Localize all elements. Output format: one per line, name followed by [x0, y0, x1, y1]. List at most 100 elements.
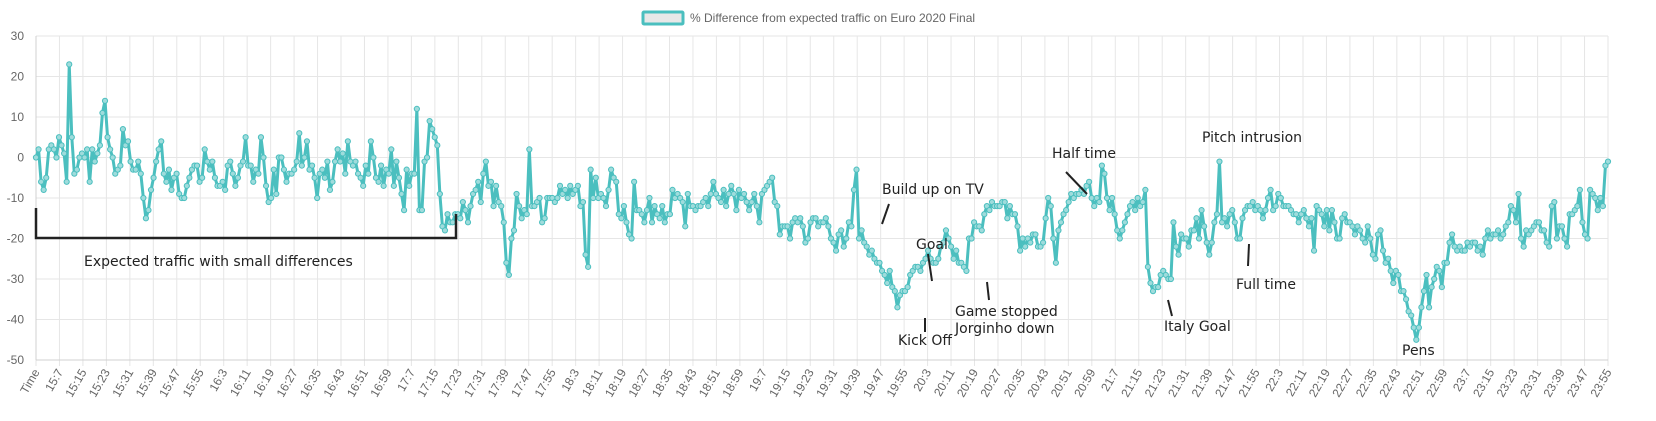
data-point[interactable]: [1106, 207, 1113, 214]
data-point[interactable]: [1264, 194, 1272, 202]
data-point[interactable]: [602, 203, 610, 210]
data-point[interactable]: [786, 235, 794, 242]
data-point[interactable]: [922, 255, 929, 262]
data-point[interactable]: [1032, 231, 1039, 238]
data-point[interactable]: [1443, 259, 1451, 266]
data-point[interactable]: [209, 158, 216, 165]
data-point[interactable]: [201, 146, 208, 153]
data-point[interactable]: [119, 126, 127, 133]
data-point[interactable]: [523, 211, 530, 218]
data-point[interactable]: [1063, 207, 1070, 214]
data-point[interactable]: [950, 255, 957, 262]
data-point[interactable]: [84, 146, 91, 153]
data-point[interactable]: [1124, 211, 1131, 218]
data-point[interactable]: [1206, 251, 1213, 258]
data-point[interactable]: [40, 186, 47, 193]
data-point[interactable]: [385, 170, 392, 177]
data-point[interactable]: [145, 207, 152, 214]
data-point[interactable]: [518, 215, 525, 222]
data-point[interactable]: [329, 178, 336, 185]
data-point[interactable]: [1040, 239, 1047, 246]
data-point[interactable]: [395, 174, 403, 181]
data-point[interactable]: [1592, 194, 1599, 202]
data-point[interactable]: [43, 174, 50, 181]
data-point[interactable]: [418, 207, 426, 214]
data-point[interactable]: [1144, 263, 1152, 270]
data-point[interactable]: [142, 215, 150, 222]
data-point[interactable]: [1431, 275, 1438, 283]
data-point[interactable]: [63, 178, 70, 185]
data-point[interactable]: [526, 146, 533, 153]
data-point[interactable]: [868, 247, 875, 254]
data-point[interactable]: [163, 178, 170, 185]
data-point[interactable]: [390, 182, 397, 189]
data-point[interactable]: [1091, 203, 1098, 210]
data-point[interactable]: [1172, 243, 1180, 250]
data-point[interactable]: [978, 227, 985, 234]
data-point[interactable]: [1006, 203, 1013, 210]
data-point[interactable]: [86, 178, 93, 185]
data-point[interactable]: [89, 146, 96, 153]
data-point[interactable]: [1147, 279, 1154, 287]
data-point[interactable]: [186, 174, 193, 181]
data-point[interactable]: [314, 194, 321, 202]
data-point[interactable]: [541, 215, 548, 222]
data-point[interactable]: [344, 138, 351, 145]
data-point[interactable]: [710, 178, 717, 185]
data-point[interactable]: [1305, 223, 1313, 230]
data-point[interactable]: [423, 154, 431, 161]
data-point[interactable]: [324, 158, 331, 165]
data-point[interactable]: [1155, 284, 1162, 291]
data-point[interactable]: [1050, 235, 1057, 242]
data-point[interactable]: [434, 142, 441, 149]
data-point[interactable]: [1579, 219, 1586, 226]
data-point[interactable]: [735, 186, 743, 193]
data-point[interactable]: [339, 150, 346, 157]
data-point[interactable]: [562, 186, 569, 193]
data-point[interactable]: [1114, 227, 1121, 234]
data-point[interactable]: [1198, 207, 1205, 214]
data-point[interactable]: [158, 138, 165, 145]
data-point[interactable]: [117, 162, 124, 169]
data-point[interactable]: [206, 166, 213, 173]
data-point[interactable]: [331, 158, 339, 165]
data-point[interactable]: [319, 166, 326, 173]
data-point[interactable]: [308, 162, 316, 169]
data-point[interactable]: [1111, 211, 1118, 218]
data-point[interactable]: [1201, 223, 1208, 230]
data-point[interactable]: [799, 223, 806, 230]
data-point[interactable]: [863, 243, 870, 250]
data-point[interactable]: [1336, 235, 1343, 242]
data-point[interactable]: [748, 198, 755, 206]
data-point[interactable]: [1142, 186, 1149, 193]
data-point[interactable]: [1349, 223, 1356, 230]
data-point[interactable]: [490, 203, 497, 210]
data-point[interactable]: [61, 150, 68, 157]
data-point[interactable]: [1477, 243, 1484, 250]
data-point[interactable]: [1231, 219, 1238, 226]
data-point[interactable]: [725, 190, 732, 198]
data-point[interactable]: [352, 158, 359, 165]
data-point[interactable]: [199, 174, 206, 181]
data-point[interactable]: [1379, 247, 1387, 254]
data-point[interactable]: [1055, 227, 1062, 234]
data-point[interactable]: [564, 194, 571, 202]
data-point[interactable]: [1484, 227, 1491, 234]
data-point[interactable]: [590, 194, 597, 202]
data-point[interactable]: [769, 174, 776, 181]
data-point[interactable]: [459, 198, 466, 206]
data-point[interactable]: [321, 174, 328, 181]
data-point[interactable]: [1193, 215, 1200, 222]
data-point[interactable]: [638, 211, 645, 218]
data-point[interactable]: [342, 170, 349, 177]
data-point[interactable]: [756, 219, 763, 226]
data-point[interactable]: [740, 190, 748, 198]
data-point[interactable]: [1229, 207, 1236, 214]
data-point[interactable]: [270, 166, 277, 173]
data-point[interactable]: [1208, 239, 1215, 246]
data-point[interactable]: [140, 194, 147, 202]
data-point[interactable]: [1203, 239, 1210, 246]
data-point[interactable]: [1017, 247, 1024, 254]
data-point[interactable]: [1213, 211, 1221, 218]
data-point[interactable]: [457, 215, 464, 222]
